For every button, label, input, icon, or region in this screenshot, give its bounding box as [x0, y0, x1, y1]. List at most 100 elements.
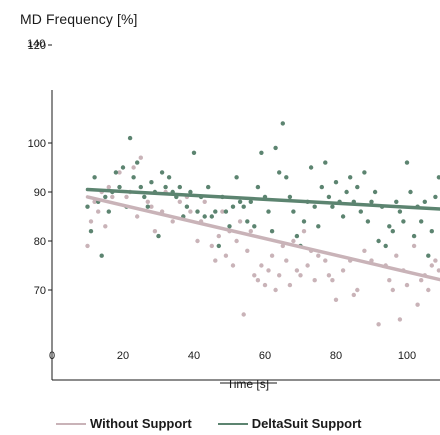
- point-without-support-75: [404, 282, 410, 288]
- point-deltasuit-support-29: [188, 189, 193, 195]
- point-deltasuit-support-94: [419, 219, 424, 224]
- x-tick-label-3: 60: [259, 350, 271, 362]
- point-without-support-82: [433, 258, 438, 263]
- point-without-support-19: [170, 219, 175, 224]
- point-without-support-59: [326, 273, 332, 278]
- point-deltasuit-support-33: [202, 214, 207, 219]
- point-without-support-66: [362, 248, 367, 253]
- point-deltasuit-support-4: [99, 253, 104, 258]
- point-without-support-78: [419, 278, 424, 283]
- y-tick-label-4: 120: [28, 40, 46, 52]
- point-deltasuit-support-52: [269, 229, 275, 234]
- point-without-support-20: [177, 199, 182, 204]
- point-deltasuit-support-43: [237, 199, 243, 204]
- point-deltasuit-support-48: [255, 184, 261, 190]
- point-without-support-26: [202, 199, 207, 204]
- point-without-support-23: [188, 209, 193, 214]
- point-deltasuit-support-79: [365, 219, 371, 224]
- point-deltasuit-support-53: [273, 145, 278, 151]
- point-deltasuit-support-1: [88, 229, 94, 234]
- chart-title: MD Frequency [%]: [20, 11, 138, 27]
- point-deltasuit-support-73: [344, 189, 349, 195]
- point-deltasuit-support-5: [103, 194, 108, 200]
- x-tick-label-5: 100: [398, 350, 416, 362]
- point-without-support-28: [213, 258, 218, 263]
- point-without-support-51: [294, 268, 300, 273]
- point-deltasuit-support-45: [245, 219, 250, 224]
- point-deltasuit-support-39: [223, 209, 229, 214]
- point-without-support-62: [340, 268, 346, 273]
- point-deltasuit-support-96: [426, 253, 431, 258]
- point-deltasuit-support-54: [277, 170, 282, 175]
- point-without-support-27: [209, 243, 214, 249]
- point-without-support-76: [411, 243, 417, 249]
- point-without-support-50: [291, 238, 296, 244]
- point-without-support-72: [394, 253, 399, 258]
- point-without-support-11: [131, 165, 136, 170]
- x-tick-label-4: 80: [330, 350, 342, 362]
- point-deltasuit-support-70: [333, 180, 339, 185]
- point-without-support-64: [351, 292, 356, 298]
- point-without-support-24: [195, 238, 200, 244]
- point-without-support-53: [301, 229, 307, 234]
- point-deltasuit-support-65: [316, 224, 321, 229]
- point-without-support-81: [429, 263, 434, 268]
- point-without-support-6: [106, 184, 112, 190]
- point-deltasuit-support-15: [138, 184, 143, 190]
- point-deltasuit-support-88: [397, 209, 403, 214]
- legend-swatch-deltasuit-support: [217, 422, 248, 425]
- point-without-support-58: [323, 258, 328, 263]
- point-without-support-36: [241, 312, 246, 317]
- y-tick-label-2: 90: [34, 187, 46, 199]
- point-deltasuit-support-12: [127, 135, 133, 141]
- y-top-label: 140: [27, 38, 46, 50]
- point-without-support-14: [145, 199, 150, 204]
- point-deltasuit-support-61: [301, 219, 307, 224]
- point-without-support-37: [245, 248, 250, 253]
- point-without-support-71: [390, 287, 395, 293]
- legend-item-without-support: Without Support: [56, 416, 192, 431]
- point-deltasuit-support-51: [266, 209, 271, 214]
- point-deltasuit-support-20: [156, 233, 161, 239]
- point-deltasuit-support-6: [106, 209, 112, 214]
- point-without-support-70: [387, 278, 392, 283]
- point-deltasuit-support-22: [163, 184, 168, 190]
- point-without-support-8: [117, 170, 122, 175]
- point-deltasuit-support-8: [113, 170, 119, 175]
- point-without-support-49: [287, 282, 293, 288]
- point-deltasuit-support-59: [294, 233, 300, 239]
- point-deltasuit-support-90: [404, 160, 410, 165]
- point-without-support-68: [376, 322, 381, 327]
- point-deltasuit-support-40: [227, 224, 232, 229]
- point-without-support-31: [223, 253, 229, 258]
- point-deltasuit-support-67: [323, 160, 328, 165]
- point-deltasuit-support-78: [362, 170, 367, 175]
- point-deltasuit-support-17: [145, 204, 150, 209]
- point-without-support-46: [277, 273, 282, 278]
- point-without-support-48: [284, 258, 289, 263]
- point-deltasuit-support-42: [234, 175, 239, 180]
- point-deltasuit-support-82: [376, 238, 381, 244]
- point-deltasuit-support-21: [159, 170, 165, 175]
- point-deltasuit-support-95: [422, 199, 427, 204]
- point-without-support-83: [436, 268, 440, 273]
- point-deltasuit-support-57: [287, 194, 293, 200]
- point-without-support-52: [298, 273, 303, 278]
- point-deltasuit-support-28: [184, 204, 190, 209]
- point-without-support-80: [426, 287, 431, 293]
- point-without-support-13: [138, 155, 143, 160]
- point-deltasuit-support-97: [429, 229, 434, 234]
- point-without-support-39: [252, 273, 257, 278]
- point-deltasuit-support-13: [131, 175, 136, 180]
- point-without-support-47: [280, 243, 285, 249]
- point-deltasuit-support-26: [177, 184, 182, 190]
- x-axis-label: Time [s]: [227, 377, 269, 391]
- point-deltasuit-support-34: [206, 184, 211, 190]
- point-without-support-34: [234, 238, 239, 244]
- legend-swatch-without-support: [56, 422, 86, 425]
- point-without-support-9: [124, 194, 129, 200]
- point-without-support-7: [110, 194, 115, 200]
- legend: Without Support DeltaSuit Support: [56, 416, 387, 431]
- point-deltasuit-support-76: [355, 184, 360, 190]
